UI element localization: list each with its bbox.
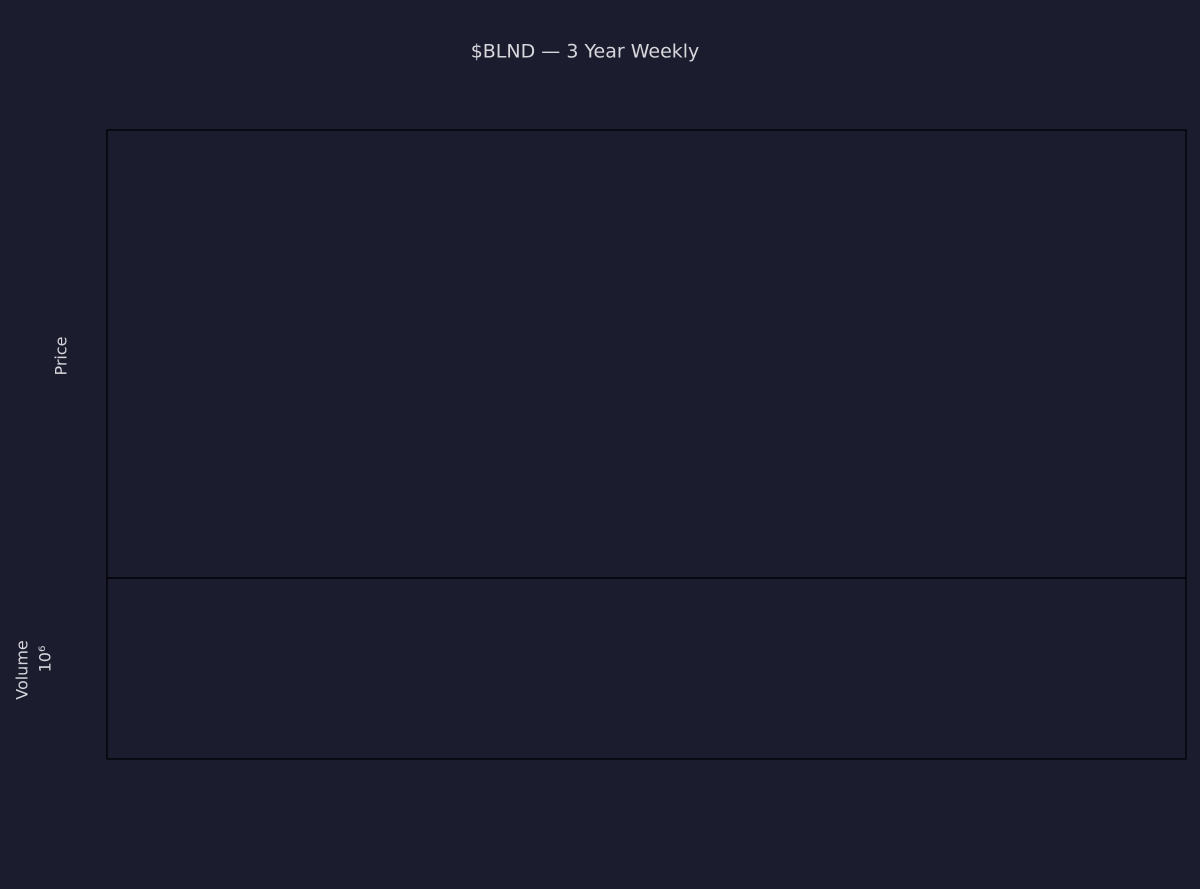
volume-offset-label: 10⁶ xyxy=(36,646,55,673)
volume-axis-label: Volume xyxy=(13,640,32,700)
y-axis-label: Price xyxy=(52,336,71,375)
chart-title: $BLND — 3 Year Weekly xyxy=(471,41,700,63)
labels-layer: $BLND — 3 Year Weekly Price Volume 10⁶ xyxy=(13,41,700,700)
volume-frame xyxy=(106,577,1187,760)
